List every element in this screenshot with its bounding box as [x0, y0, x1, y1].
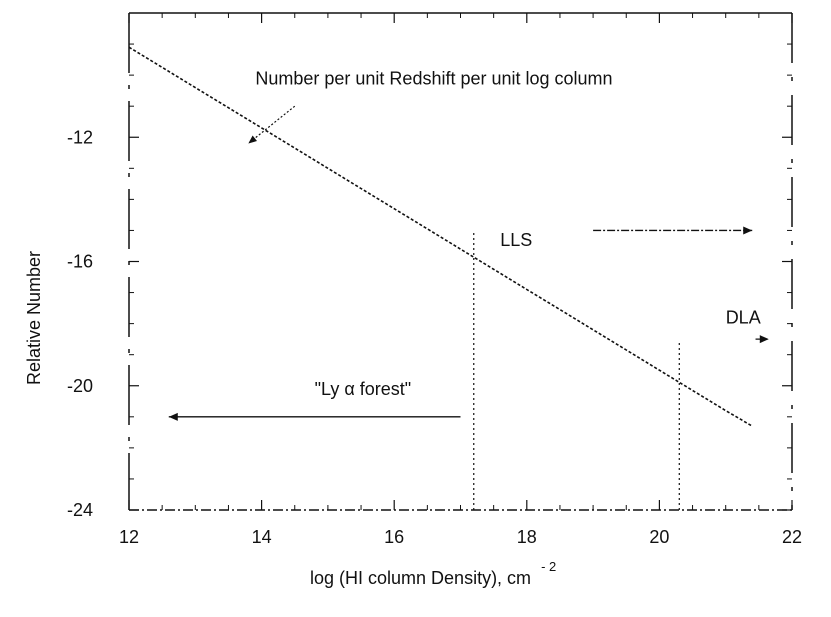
- annotation-arrow-shaft: [247, 105, 296, 144]
- y-tick-label: -12: [67, 127, 93, 147]
- region-arrowhead: [743, 226, 753, 235]
- region-arrowhead: [168, 412, 178, 421]
- axis-ticks: [128, 13, 793, 511]
- x-axis-label: log (HI column Density), cm: [310, 568, 531, 588]
- x-tick-label: 18: [517, 527, 537, 547]
- tick-labels: 12 14 16 18 20 22 -12 -16 -20 -24: [67, 127, 802, 547]
- y-tick-label: -20: [67, 376, 93, 396]
- regions-layer: "Ly α forest" LLS DLA: [168, 226, 769, 510]
- region-label: DLA: [726, 308, 761, 328]
- region-label: LLS: [500, 230, 532, 250]
- region-label: "Ly α forest": [315, 379, 412, 399]
- x-tick-label: 12: [119, 527, 139, 547]
- annotation-layer: Number per unit Redshift per unit log co…: [247, 68, 613, 144]
- series-line: [128, 46, 753, 427]
- series-layer: [128, 46, 753, 427]
- annotation-text: Number per unit Redshift per unit log co…: [255, 68, 612, 88]
- x-axis-label-superscript: - 2: [541, 559, 556, 574]
- x-tick-label: 16: [384, 527, 404, 547]
- annotation-arrowhead: [248, 135, 257, 144]
- x-tick-label: 14: [252, 527, 272, 547]
- region-arrowhead: [759, 335, 769, 344]
- y-axis-label: Relative Number: [24, 251, 44, 385]
- x-tick-label: 22: [782, 527, 802, 547]
- x-tick-label: 20: [649, 527, 669, 547]
- y-tick-label: -24: [67, 500, 93, 520]
- y-tick-label: -16: [67, 252, 93, 272]
